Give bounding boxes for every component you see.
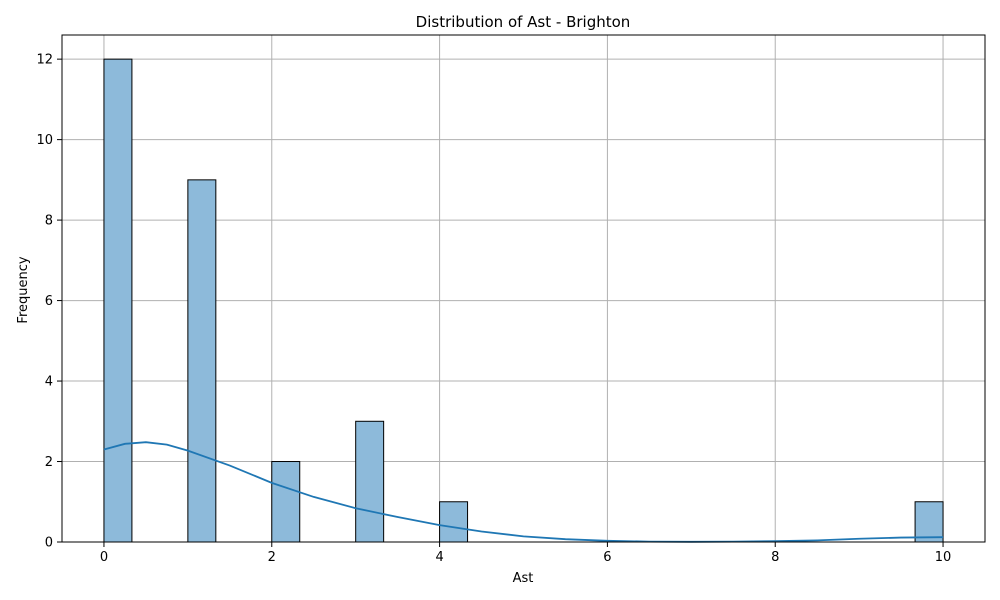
histogram-bar bbox=[271, 461, 301, 543]
y-tick-label: 8 bbox=[45, 214, 53, 229]
y-axis-label: Frequency bbox=[16, 256, 31, 323]
chart-title: Distribution of Ast - Brighton bbox=[416, 13, 631, 31]
y-tick-label: 6 bbox=[45, 294, 53, 309]
x-tick-label: 2 bbox=[268, 550, 276, 565]
x-axis-ticks: 0 2 4 6 8 10 bbox=[100, 542, 952, 565]
x-axis-label: Ast bbox=[513, 571, 534, 586]
x-tick-label: 4 bbox=[435, 550, 443, 565]
kde-curve bbox=[103, 441, 944, 543]
x-tick-label: 8 bbox=[771, 550, 779, 565]
y-tick-label: 10 bbox=[36, 133, 53, 148]
x-tick-label: 10 bbox=[935, 550, 952, 565]
x-tick-label: 6 bbox=[603, 550, 611, 565]
x-tick-label: 0 bbox=[100, 550, 108, 565]
y-tick-label: 2 bbox=[45, 455, 53, 470]
y-axis-ticks: 0 2 4 6 8 10 12 bbox=[36, 53, 62, 551]
histogram-bars bbox=[103, 58, 944, 543]
plot-frame bbox=[61, 34, 986, 543]
histogram-bar bbox=[355, 420, 385, 543]
y-tick-label: 4 bbox=[45, 375, 53, 390]
histogram-bar bbox=[103, 58, 133, 543]
histogram-bar bbox=[187, 179, 217, 543]
y-tick-label: 12 bbox=[36, 53, 53, 68]
histogram-bar bbox=[439, 501, 469, 543]
y-tick-label: 0 bbox=[45, 536, 53, 551]
histogram-bar bbox=[914, 501, 944, 543]
